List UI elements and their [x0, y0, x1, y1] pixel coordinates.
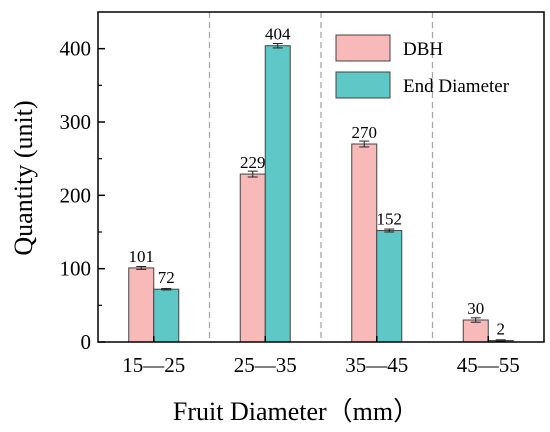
legend-swatch	[335, 71, 391, 99]
x-tick-label: 35—45	[345, 353, 408, 377]
data-label: 30	[467, 299, 484, 318]
data-label: 404	[265, 25, 291, 44]
y-tick-label: 200	[60, 183, 92, 207]
legend-label: End Diameter	[403, 76, 510, 97]
bar-dbh	[462, 319, 489, 343]
y-tick-label: 100	[60, 257, 92, 281]
x-tick-label: 45—55	[457, 353, 520, 377]
data-label: 101	[129, 247, 155, 266]
data-label: 229	[240, 153, 266, 172]
data-label: 270	[352, 123, 378, 142]
bar-dbh	[128, 267, 155, 343]
bar-end-diameter	[376, 230, 403, 343]
x-tick-label: 15—25	[122, 353, 185, 377]
bar-dbh	[239, 173, 266, 343]
bar-dbh	[351, 143, 378, 343]
bar-end-diameter	[264, 45, 291, 343]
legend-label: DBH	[403, 39, 443, 60]
x-axis-title: Fruit Diameter（mm）	[173, 397, 419, 426]
y-tick-label: 0	[81, 330, 92, 354]
data-label: 72	[158, 268, 175, 287]
plot-frame	[97, 11, 545, 343]
y-tick-label: 300	[60, 110, 92, 134]
y-tick-label: 400	[60, 37, 92, 61]
y-axis-title: Quantity (unit)	[9, 100, 38, 255]
data-label: 2	[497, 320, 506, 339]
bar-end-diameter	[153, 288, 180, 343]
legend-swatch	[335, 34, 391, 62]
data-label: 152	[377, 210, 403, 229]
x-tick-label: 25—35	[234, 353, 297, 377]
